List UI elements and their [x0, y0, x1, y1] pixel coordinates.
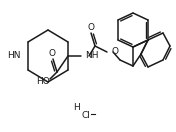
Text: O: O — [87, 23, 95, 32]
Text: NH: NH — [85, 51, 99, 60]
Text: Cl: Cl — [81, 112, 90, 121]
Text: HO: HO — [36, 77, 50, 86]
Text: H: H — [73, 103, 79, 112]
Text: O: O — [111, 48, 118, 56]
Text: O: O — [49, 50, 55, 58]
Text: HN: HN — [7, 51, 21, 60]
